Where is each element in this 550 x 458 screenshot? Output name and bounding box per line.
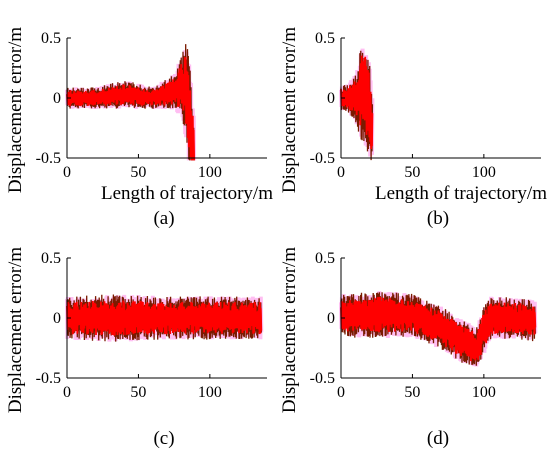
- y-tick-label: 0: [327, 90, 335, 107]
- x-tick-label: 100: [198, 384, 222, 401]
- x-tick-label: 50: [130, 164, 146, 181]
- series-line: [340, 296, 537, 362]
- panel-caption: (d): [427, 428, 449, 449]
- series-line: [66, 57, 195, 161]
- series-line: [340, 55, 374, 150]
- x-tick-label: 50: [130, 384, 146, 401]
- y-axis-label: Displacement error/m: [279, 27, 300, 193]
- x-tick-label: 0: [63, 384, 71, 401]
- y-tick-label: -0.5: [310, 150, 335, 167]
- x-tick-label: 0: [337, 164, 345, 181]
- y-tick-label: 0: [327, 310, 335, 327]
- x-tick-label: 100: [198, 164, 222, 181]
- y-tick-label: -0.5: [36, 150, 61, 167]
- y-tick-label: 0.5: [315, 250, 335, 267]
- panel-caption: (c): [153, 428, 174, 449]
- x-tick-label: 0: [63, 164, 71, 181]
- y-axis-label: Displacement error/m: [279, 247, 300, 413]
- y-tick-label: 0: [53, 90, 61, 107]
- y-tick-label: -0.5: [310, 370, 335, 387]
- x-tick-label: 0: [337, 384, 345, 401]
- y-tick-label: -0.5: [36, 370, 61, 387]
- x-axis-label: Length of trajectory/m: [101, 183, 273, 204]
- x-axis-label: Length of trajectory/m: [375, 183, 547, 204]
- panel-caption: (b): [427, 208, 449, 229]
- y-tick-label: 0.5: [41, 250, 61, 267]
- x-tick-label: 100: [472, 384, 496, 401]
- x-tick-label: 100: [472, 164, 496, 181]
- series-line: [66, 300, 263, 336]
- y-axis-label: Displacement error/m: [5, 27, 26, 193]
- x-tick-label: 50: [404, 164, 420, 181]
- y-tick-label: 0: [53, 310, 61, 327]
- panel-caption: (a): [153, 208, 174, 229]
- y-axis-label: Displacement error/m: [5, 247, 26, 413]
- y-tick-label: 0.5: [315, 30, 335, 47]
- x-tick-label: 50: [404, 384, 420, 401]
- y-tick-label: 0.5: [41, 30, 61, 47]
